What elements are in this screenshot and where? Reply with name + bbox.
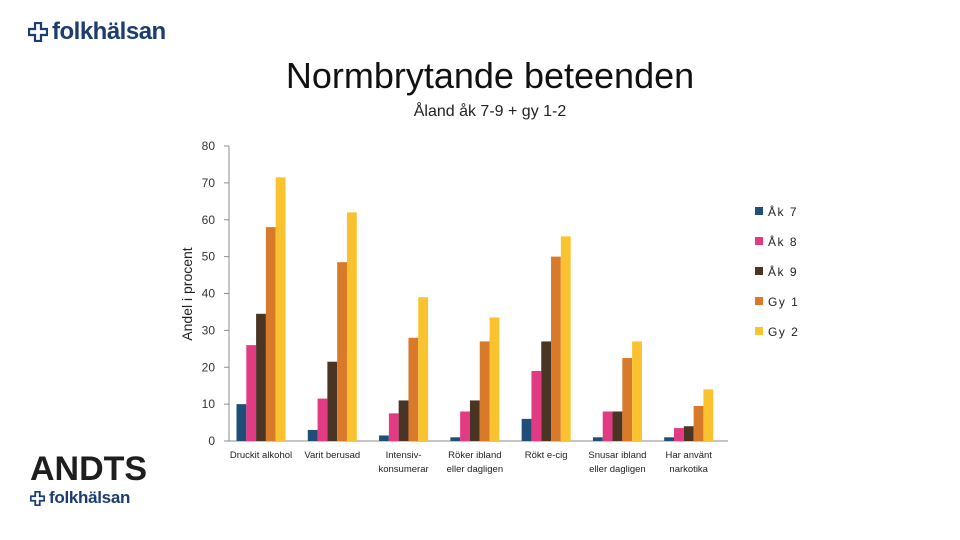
legend-swatch <box>755 237 763 245</box>
y-tick-label: 30 <box>202 323 216 337</box>
bar <box>317 398 328 441</box>
bar <box>327 361 338 441</box>
bar <box>632 341 642 441</box>
bar <box>265 227 276 441</box>
legend-label: Åk 9 <box>768 264 798 279</box>
legend-swatch <box>755 207 763 215</box>
bar <box>388 413 399 441</box>
cross-icon <box>30 490 45 506</box>
bar <box>592 437 603 441</box>
bar <box>521 418 532 441</box>
chart-title: Normbrytande beteenden <box>285 55 695 96</box>
bar <box>275 177 286 441</box>
legend-swatch <box>755 327 763 335</box>
bar <box>693 405 704 441</box>
andts-logo: ANDTS <box>30 450 148 488</box>
legend-label: Gy 2 <box>768 325 799 339</box>
legend-label: Åk 8 <box>768 234 798 249</box>
x-tick-label: Rökt e-cig <box>525 450 568 461</box>
bar <box>450 437 461 441</box>
legend-swatch <box>755 297 763 305</box>
bar <box>398 400 409 441</box>
y-tick-label: 60 <box>202 213 216 227</box>
x-tick-label: Intensiv- <box>386 450 422 461</box>
legend-label: Gy 1 <box>768 295 799 309</box>
x-tick-label: Varit berusad <box>304 450 360 461</box>
bar <box>531 370 542 441</box>
x-tick-label: eller dagligen <box>589 464 646 475</box>
bar <box>612 411 623 441</box>
bar <box>460 411 470 441</box>
x-tick-label: Druckit alkohol <box>230 450 292 461</box>
y-axis-label: Andel i procent <box>179 247 195 341</box>
bar <box>560 236 571 441</box>
bar <box>622 358 633 441</box>
bar <box>479 341 490 441</box>
x-tick-label: konsumerar <box>378 464 428 475</box>
cross-icon <box>28 22 48 42</box>
bar <box>408 337 419 441</box>
folkhalsan-logo-top[interactable]: folkhälsan <box>28 18 166 46</box>
y-tick-label: 80 <box>202 139 216 153</box>
y-tick-label: 20 <box>202 360 216 374</box>
bar <box>674 428 684 441</box>
bar <box>379 435 389 441</box>
x-tick-label: eller dagligen <box>447 464 504 475</box>
logo-text: folkhälsan <box>52 18 166 45</box>
legend-swatch <box>755 267 763 275</box>
bar <box>602 411 613 441</box>
bar <box>489 317 500 441</box>
x-tick-label: Röker ibland <box>448 450 501 461</box>
bar <box>246 345 257 441</box>
bar <box>346 212 357 441</box>
bar <box>337 262 347 441</box>
bar <box>307 429 318 441</box>
y-tick-label: 0 <box>208 434 215 448</box>
y-tick-label: 50 <box>202 250 216 264</box>
bar <box>469 400 480 441</box>
bar <box>256 313 266 441</box>
bar <box>664 437 675 441</box>
logo-text: folkhälsan <box>49 488 131 507</box>
x-tick-label: narkotika <box>669 464 708 475</box>
bar <box>703 389 714 441</box>
x-tick-label: Snusar ibland <box>588 450 646 461</box>
y-tick-label: 40 <box>202 287 216 301</box>
legend-label: Åk 7 <box>768 204 798 219</box>
bar <box>551 256 561 441</box>
y-tick-label: 70 <box>202 176 216 190</box>
y-tick-label: 10 <box>202 397 216 411</box>
x-tick-label: Har använt <box>665 450 712 461</box>
bar <box>418 297 429 441</box>
chart-subtitle: Åland åk 7-9 + gy 1-2 <box>413 103 567 120</box>
bar <box>236 404 247 441</box>
bar <box>541 341 552 441</box>
folkhalsan-logo-bottom[interactable]: folkhälsan <box>30 488 130 508</box>
bar <box>683 426 694 441</box>
